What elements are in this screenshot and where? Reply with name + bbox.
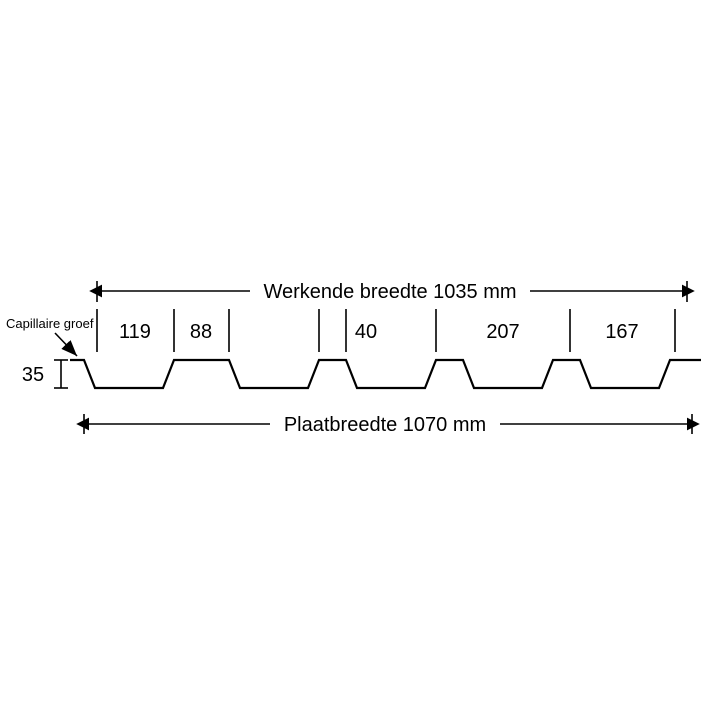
profile-path — [70, 360, 701, 388]
top-dimension: Werkende breedte 1035 mm — [97, 281, 687, 303]
capillary-annotation: Capillaire groef — [6, 316, 94, 356]
top-dimension-label: Werkende breedte 1035 mm — [263, 281, 516, 303]
segment-ticks — [97, 309, 675, 352]
height-label: 35 — [22, 364, 44, 386]
seg-40-label: 40 — [355, 321, 377, 343]
bottom-dimension: Plaatbreedte 1070 mm — [84, 414, 692, 436]
profile-diagram: Werkende breedte 1035 mm 119 88 40 207 1… — [0, 0, 725, 725]
segment-labels: 119 88 40 207 167 — [119, 321, 639, 343]
seg-119-label: 119 — [119, 321, 151, 343]
seg-207-label: 207 — [486, 321, 519, 343]
seg-88-label: 88 — [190, 321, 212, 343]
bottom-dimension-label: Plaatbreedte 1070 mm — [284, 414, 486, 436]
capillary-label: Capillaire groef — [6, 316, 94, 331]
seg-167-label: 167 — [605, 321, 638, 343]
height-dimension: 35 — [22, 360, 68, 388]
